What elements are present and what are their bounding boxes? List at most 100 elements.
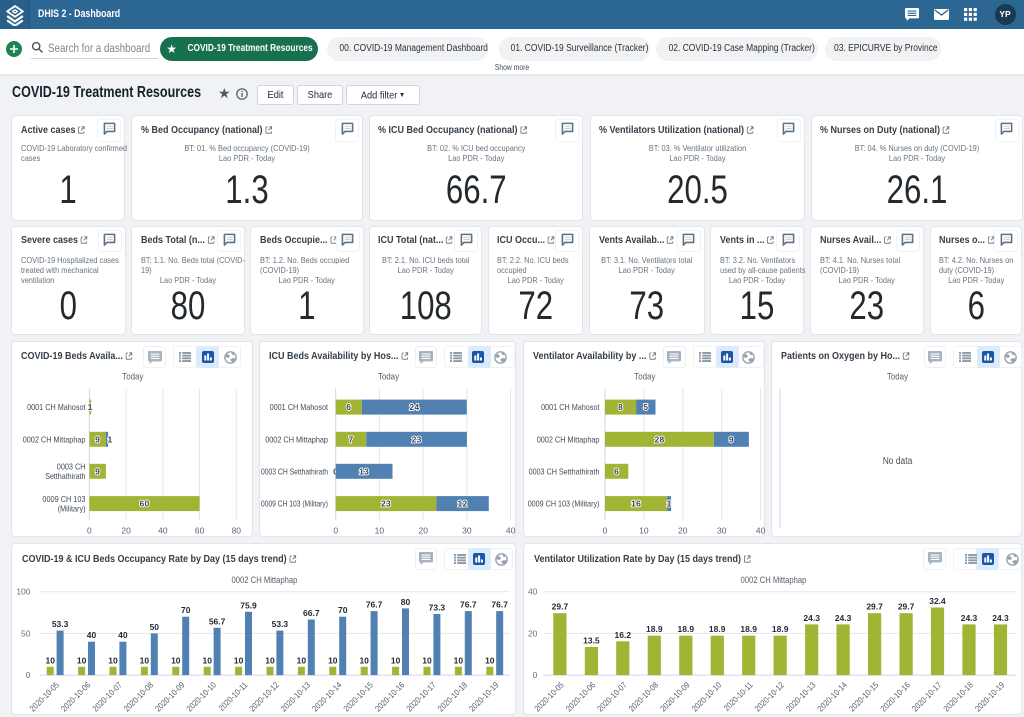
svg-text:Today: Today bbox=[378, 371, 400, 381]
svg-text:10: 10 bbox=[202, 655, 212, 665]
svg-text:20: 20 bbox=[528, 628, 538, 638]
svg-text:30: 30 bbox=[717, 525, 727, 535]
svg-text:20: 20 bbox=[678, 525, 688, 535]
svg-text:23: 23 bbox=[412, 434, 422, 444]
svg-text:0009 CH 103 (Military): 0009 CH 103 (Military) bbox=[261, 498, 328, 508]
svg-text:18.9: 18.9 bbox=[646, 624, 663, 634]
svg-text:40: 40 bbox=[528, 586, 538, 596]
svg-text:10: 10 bbox=[639, 525, 649, 535]
svg-text:13: 13 bbox=[359, 466, 369, 476]
svg-text:80: 80 bbox=[232, 525, 242, 535]
svg-text:2020-10-10: 2020-10-10 bbox=[689, 679, 723, 713]
svg-text:18.9: 18.9 bbox=[772, 624, 789, 634]
svg-text:No data: No data bbox=[883, 456, 913, 467]
svg-text:2020-10-11: 2020-10-11 bbox=[216, 679, 249, 712]
svg-text:9: 9 bbox=[729, 434, 734, 444]
svg-text:2020-10-07: 2020-10-07 bbox=[595, 679, 629, 713]
svg-text:16.2: 16.2 bbox=[615, 629, 632, 639]
svg-text:12: 12 bbox=[457, 498, 467, 508]
svg-text:16: 16 bbox=[631, 498, 641, 508]
svg-text:24.3: 24.3 bbox=[961, 612, 978, 622]
svg-text:2020-10-12: 2020-10-12 bbox=[247, 679, 281, 713]
svg-text:0002 CH Mittaphap: 0002 CH Mittaphap bbox=[232, 575, 298, 585]
svg-text:0: 0 bbox=[333, 525, 338, 535]
svg-text:7: 7 bbox=[348, 434, 353, 444]
svg-text:0002 CH Mittaphap: 0002 CH Mittaphap bbox=[741, 575, 807, 585]
svg-text:70: 70 bbox=[338, 605, 348, 615]
svg-text:10: 10 bbox=[485, 655, 495, 665]
svg-text:0002 CH Mittaphap: 0002 CH Mittaphap bbox=[23, 434, 86, 444]
svg-text:2020-10-06: 2020-10-06 bbox=[59, 679, 93, 713]
svg-text:2020-10-18: 2020-10-18 bbox=[435, 679, 469, 713]
svg-text:18.9: 18.9 bbox=[678, 624, 695, 634]
svg-text:40: 40 bbox=[756, 525, 766, 535]
svg-text:24.3: 24.3 bbox=[835, 612, 852, 622]
svg-text:40: 40 bbox=[118, 630, 128, 640]
svg-text:2020-10-16: 2020-10-16 bbox=[878, 679, 912, 713]
svg-text:29.7: 29.7 bbox=[866, 601, 883, 611]
svg-text:29.7: 29.7 bbox=[552, 601, 569, 611]
svg-text:60: 60 bbox=[195, 525, 205, 535]
svg-text:10: 10 bbox=[171, 655, 181, 665]
svg-text:40: 40 bbox=[87, 630, 97, 640]
svg-text:100: 100 bbox=[16, 586, 30, 596]
svg-text:Today: Today bbox=[634, 371, 656, 381]
svg-text:29.7: 29.7 bbox=[898, 601, 915, 611]
svg-text:53.3: 53.3 bbox=[272, 619, 289, 629]
svg-text:10: 10 bbox=[234, 655, 244, 665]
svg-text:30: 30 bbox=[462, 525, 472, 535]
svg-text:0003 CH Setthathirath: 0003 CH Setthathirath bbox=[261, 466, 328, 476]
svg-text:2020-10-17: 2020-10-17 bbox=[910, 679, 944, 713]
svg-text:2020-10-06: 2020-10-06 bbox=[564, 679, 598, 713]
svg-text:40: 40 bbox=[158, 525, 168, 535]
svg-text:6: 6 bbox=[346, 402, 351, 412]
svg-text:1: 1 bbox=[107, 434, 112, 444]
svg-text:60: 60 bbox=[139, 498, 149, 508]
svg-text:2020-10-14: 2020-10-14 bbox=[815, 679, 849, 713]
svg-text:13.5: 13.5 bbox=[583, 635, 600, 645]
svg-text:1: 1 bbox=[88, 402, 93, 412]
svg-text:Today: Today bbox=[122, 371, 144, 381]
svg-text:80: 80 bbox=[401, 596, 411, 606]
svg-text:66.7: 66.7 bbox=[303, 608, 320, 618]
svg-text:10: 10 bbox=[108, 655, 118, 665]
svg-text:10: 10 bbox=[328, 655, 338, 665]
svg-text:5: 5 bbox=[643, 402, 648, 412]
svg-text:10: 10 bbox=[422, 655, 432, 665]
svg-text:0001 CH Mahosot: 0001 CH Mahosot bbox=[541, 402, 600, 412]
svg-text:18.9: 18.9 bbox=[709, 624, 726, 634]
svg-text:76.7: 76.7 bbox=[491, 599, 508, 609]
svg-text:56.7: 56.7 bbox=[209, 616, 226, 626]
svg-text:73.3: 73.3 bbox=[429, 602, 446, 612]
svg-text:10: 10 bbox=[454, 655, 464, 665]
svg-text:Today: Today bbox=[887, 371, 909, 381]
svg-text:10: 10 bbox=[77, 655, 87, 665]
svg-text:2020-10-11: 2020-10-11 bbox=[722, 679, 755, 712]
svg-text:0001 CH Mahosot: 0001 CH Mahosot bbox=[27, 402, 86, 412]
svg-text:0003 CH: 0003 CH bbox=[57, 461, 86, 471]
svg-text:75.9: 75.9 bbox=[240, 600, 257, 610]
svg-text:9: 9 bbox=[95, 434, 100, 444]
svg-text:76.7: 76.7 bbox=[460, 599, 477, 609]
svg-text:2020-10-09: 2020-10-09 bbox=[153, 679, 187, 713]
svg-text:32.4: 32.4 bbox=[929, 596, 946, 606]
svg-text:10: 10 bbox=[265, 655, 275, 665]
svg-text:2020-10-15: 2020-10-15 bbox=[341, 679, 375, 713]
svg-text:0: 0 bbox=[26, 670, 31, 680]
svg-text:9: 9 bbox=[95, 466, 100, 476]
svg-text:2020-10-05: 2020-10-05 bbox=[532, 679, 566, 713]
svg-text:2020-10-19: 2020-10-19 bbox=[973, 679, 1007, 713]
svg-text:2020-10-17: 2020-10-17 bbox=[404, 679, 438, 713]
svg-text:0002 CH Mittaphap: 0002 CH Mittaphap bbox=[265, 434, 328, 444]
svg-text:50: 50 bbox=[21, 628, 31, 638]
svg-text:2020-10-16: 2020-10-16 bbox=[373, 679, 407, 713]
svg-text:10: 10 bbox=[297, 655, 307, 665]
svg-text:0: 0 bbox=[533, 670, 538, 680]
svg-text:Setthathirath: Setthathirath bbox=[45, 471, 86, 481]
svg-text:0003 CH Setthathirath: 0003 CH Setthathirath bbox=[529, 466, 600, 476]
svg-text:0009 CH 103: 0009 CH 103 bbox=[42, 493, 85, 503]
svg-text:40: 40 bbox=[506, 525, 516, 535]
svg-text:24: 24 bbox=[409, 402, 419, 412]
svg-text:(Military): (Military) bbox=[58, 503, 86, 513]
svg-text:23: 23 bbox=[381, 498, 391, 508]
